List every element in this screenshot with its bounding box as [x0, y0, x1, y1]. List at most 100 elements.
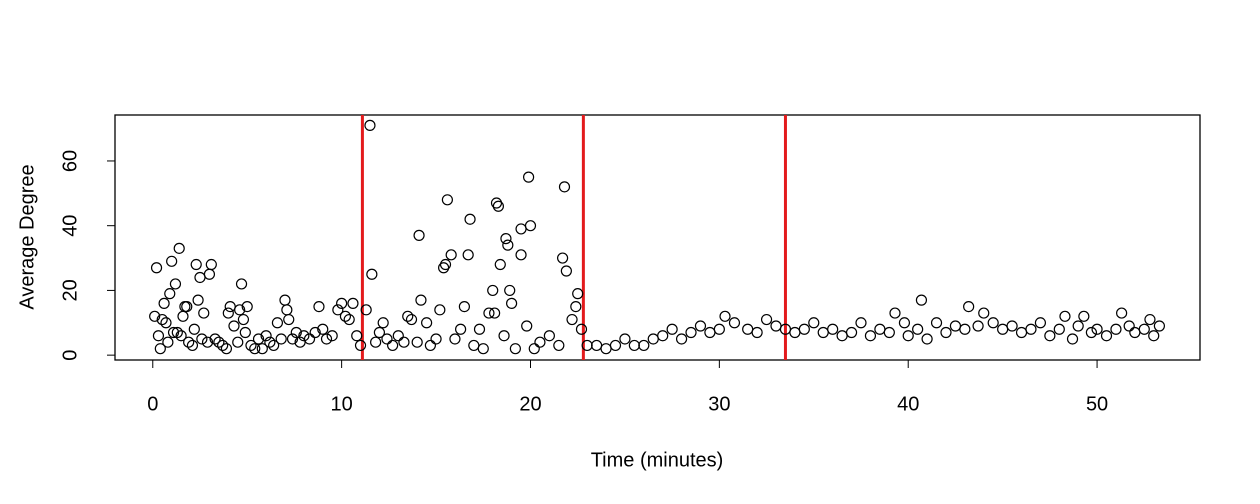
x-tick-label: 10 [331, 393, 353, 415]
data-point [377, 317, 389, 329]
data-point [149, 310, 161, 322]
y-tick-label: 0 [59, 350, 81, 361]
data-point [351, 330, 363, 342]
data-point [566, 313, 578, 326]
data-point [439, 258, 452, 271]
data-point [381, 333, 393, 345]
data-point [298, 330, 310, 342]
data-point [523, 171, 535, 183]
data-point [704, 326, 716, 339]
data-point [619, 333, 631, 345]
data-point [902, 330, 914, 342]
data-point [1144, 313, 1156, 326]
data-point [167, 326, 180, 339]
data-point [181, 300, 193, 313]
data-point [213, 336, 225, 348]
data-point [370, 336, 382, 348]
x-axis-label: Time (minutes) [591, 449, 724, 471]
data-point [364, 119, 376, 131]
data-point [1059, 310, 1071, 322]
data-point [235, 278, 248, 290]
data-point [217, 339, 229, 352]
data-point [728, 317, 741, 329]
data-point [241, 300, 253, 313]
data-point [742, 323, 754, 335]
data-point [332, 304, 344, 316]
data-point [1153, 320, 1165, 332]
y-tick-label: 20 [59, 279, 81, 301]
x-tick-label: 50 [1086, 393, 1108, 415]
data-point [1025, 323, 1037, 335]
data-point [405, 313, 418, 326]
data-point [1006, 320, 1018, 332]
data-point [415, 294, 427, 306]
data-point [186, 339, 199, 352]
data-point [987, 317, 999, 329]
data-point [657, 330, 669, 342]
data-point [543, 330, 555, 342]
data-point [524, 220, 537, 232]
data-point [392, 330, 404, 342]
data-point [1072, 320, 1084, 332]
data-point [836, 330, 848, 342]
data-point [719, 310, 731, 322]
data-point [239, 326, 251, 339]
data-point [515, 223, 527, 235]
data-point [751, 326, 763, 339]
data-point [1129, 326, 1141, 339]
data-point [373, 326, 386, 339]
data-point [609, 339, 622, 352]
data-point [203, 268, 216, 280]
data-point [1123, 320, 1135, 332]
data-point [234, 304, 246, 316]
data-point [162, 336, 174, 348]
data-point [789, 326, 801, 339]
data-point [175, 330, 187, 342]
data-point [188, 323, 200, 335]
data-point [515, 249, 527, 261]
data-point [685, 326, 697, 339]
data-point [398, 336, 410, 348]
y-axis-label: Average Degree [16, 164, 38, 309]
data-point [556, 252, 569, 264]
data-point [675, 333, 688, 345]
data-point [201, 336, 214, 348]
data-point [421, 317, 433, 329]
data-point [198, 307, 210, 319]
data-point [713, 323, 725, 335]
data-point [152, 330, 165, 342]
data-point [509, 343, 521, 355]
data-point [504, 284, 516, 297]
data-point [560, 265, 572, 277]
x-tick-label: 40 [897, 393, 919, 415]
data-point [402, 310, 414, 322]
data-point [494, 258, 506, 271]
data-point [366, 268, 378, 280]
data-point [1148, 330, 1160, 342]
data-point [477, 343, 489, 355]
data-point [209, 333, 221, 345]
data-point [972, 320, 984, 332]
data-point [1085, 326, 1098, 339]
data-point [264, 336, 276, 348]
data-point [313, 300, 325, 313]
data-point [464, 213, 476, 225]
data-point [245, 339, 257, 352]
data-point [1110, 323, 1122, 335]
data-point [921, 333, 933, 345]
data-point [150, 262, 163, 274]
data-point [411, 336, 423, 348]
data-point [268, 339, 280, 352]
data-point [160, 317, 172, 329]
data-point [1053, 323, 1065, 335]
x-tick-label: 0 [147, 393, 158, 415]
data-point [194, 271, 206, 284]
data-point [845, 326, 858, 339]
data-point [281, 304, 293, 316]
data-point [1078, 310, 1090, 322]
data-point [940, 326, 952, 339]
data-point [963, 300, 975, 313]
data-point [183, 336, 195, 348]
data-point [883, 326, 895, 339]
